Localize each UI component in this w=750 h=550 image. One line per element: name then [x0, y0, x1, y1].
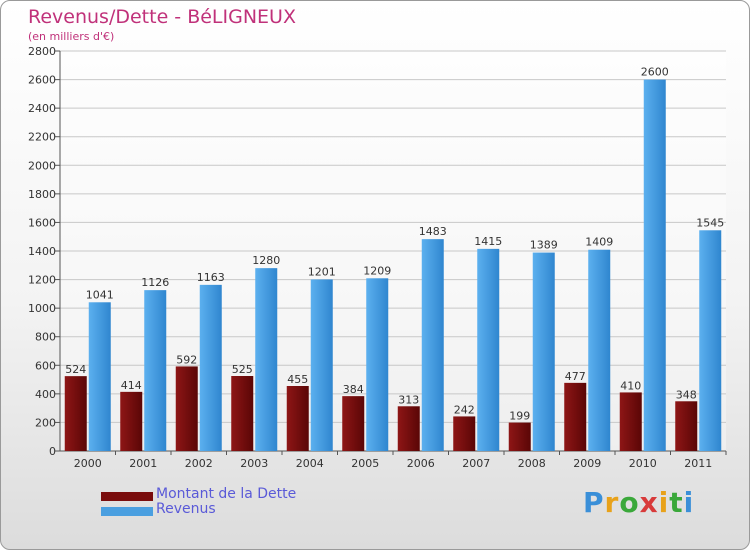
x-tick-label: 2003 — [240, 457, 268, 470]
x-tick-label: 2008 — [518, 457, 546, 470]
chart-title: Revenus/Dette - BéLIGNEUX — [28, 6, 296, 28]
proxiti-logo: Proxiti — [583, 486, 694, 519]
logo-letter: i — [658, 486, 670, 519]
bar-revenue — [310, 279, 333, 451]
y-tick-label: 1200 — [28, 274, 56, 287]
data-label-debt: 384 — [343, 383, 364, 396]
bar-revenue — [643, 79, 666, 452]
data-label-revenue: 1415 — [474, 235, 502, 248]
y-tick-label: 1600 — [28, 216, 56, 229]
bar-revenue — [199, 284, 222, 451]
logo-letter: x — [639, 486, 659, 519]
y-tick-label: 800 — [35, 331, 56, 344]
y-tick-label: 2000 — [28, 159, 56, 172]
logo-letter: i — [683, 486, 695, 519]
bar-debt — [397, 406, 420, 451]
y-tick-label: 2800 — [28, 45, 56, 58]
data-label-debt: 455 — [287, 373, 308, 386]
x-tick-label: 2011 — [684, 457, 712, 470]
data-label-revenue: 1041 — [86, 288, 114, 301]
bar-debt — [286, 386, 309, 451]
data-label-debt: 592 — [176, 353, 197, 366]
logo-letter: t — [669, 486, 684, 519]
bar-revenue — [699, 230, 722, 451]
data-label-revenue: 1163 — [197, 271, 225, 284]
bar-revenue — [532, 252, 555, 451]
y-tick-label: 1800 — [28, 188, 56, 201]
logo-letter: o — [619, 486, 640, 519]
legend-swatch-revenue — [101, 507, 153, 516]
bar-revenue — [255, 268, 278, 451]
x-tick-label: 2004 — [296, 457, 324, 470]
bar-revenue — [588, 249, 611, 451]
chart-subtitle: (en milliers d'€) — [28, 30, 115, 43]
data-label-revenue: 2600 — [641, 66, 669, 79]
legend-label-revenue: Revenus — [156, 501, 216, 517]
y-tick-label: 200 — [35, 416, 56, 429]
x-tick-label: 2000 — [74, 457, 102, 470]
y-tick-label: 2600 — [28, 74, 56, 87]
data-label-revenue: 1389 — [530, 239, 558, 252]
x-tick-label: 2005 — [351, 457, 379, 470]
data-label-debt: 414 — [121, 379, 142, 392]
bar-debt — [342, 396, 365, 451]
data-label-revenue: 1483 — [419, 225, 447, 238]
data-label-debt: 477 — [565, 370, 586, 383]
legend-swatch-debt — [101, 492, 153, 501]
y-tick-label: 1400 — [28, 245, 56, 258]
data-label-debt: 199 — [509, 410, 530, 423]
x-tick-label: 2001 — [129, 457, 157, 470]
bar-debt — [564, 382, 587, 451]
y-tick-label: 2200 — [28, 131, 56, 144]
logo-letter: P — [583, 486, 605, 519]
data-label-debt: 348 — [676, 388, 697, 401]
bar-revenue — [88, 302, 111, 451]
x-tick-label: 2002 — [185, 457, 213, 470]
data-label-revenue: 1209 — [363, 264, 391, 277]
data-label-debt: 410 — [620, 379, 641, 392]
bar-debt — [508, 422, 531, 451]
bar-debt — [175, 366, 198, 451]
y-tick-label: 1000 — [28, 302, 56, 315]
bar-debt — [619, 392, 642, 451]
data-label-debt: 524 — [65, 363, 86, 376]
y-tick-label: 600 — [35, 359, 56, 372]
x-tick-label: 2009 — [573, 457, 601, 470]
data-label-revenue: 1409 — [585, 236, 613, 249]
data-label-debt: 525 — [232, 363, 253, 376]
bar-revenue — [366, 278, 389, 451]
bar-debt — [120, 391, 143, 451]
data-label-revenue: 1201 — [308, 265, 336, 278]
data-label-debt: 242 — [454, 403, 475, 416]
data-label-revenue: 1545 — [696, 216, 724, 229]
x-tick-label: 2006 — [407, 457, 435, 470]
bar-revenue — [421, 239, 444, 451]
data-label-revenue: 1126 — [141, 276, 169, 289]
x-tick-label: 2007 — [462, 457, 490, 470]
legend-label-debt: Montant de la Dette — [156, 486, 297, 502]
y-tick-label: 0 — [49, 445, 56, 458]
logo-letter: r — [604, 486, 620, 519]
x-tick-label: 2010 — [629, 457, 657, 470]
bar-revenue — [144, 290, 167, 451]
data-label-debt: 313 — [398, 393, 419, 406]
bar-revenue — [477, 248, 500, 451]
bar-debt — [453, 416, 476, 451]
y-tick-label: 2400 — [28, 102, 56, 115]
bar-debt — [231, 376, 254, 451]
data-label-revenue: 1280 — [252, 254, 280, 267]
bar-debt — [64, 376, 87, 451]
bar-debt — [675, 401, 698, 451]
y-tick-label: 400 — [35, 388, 56, 401]
